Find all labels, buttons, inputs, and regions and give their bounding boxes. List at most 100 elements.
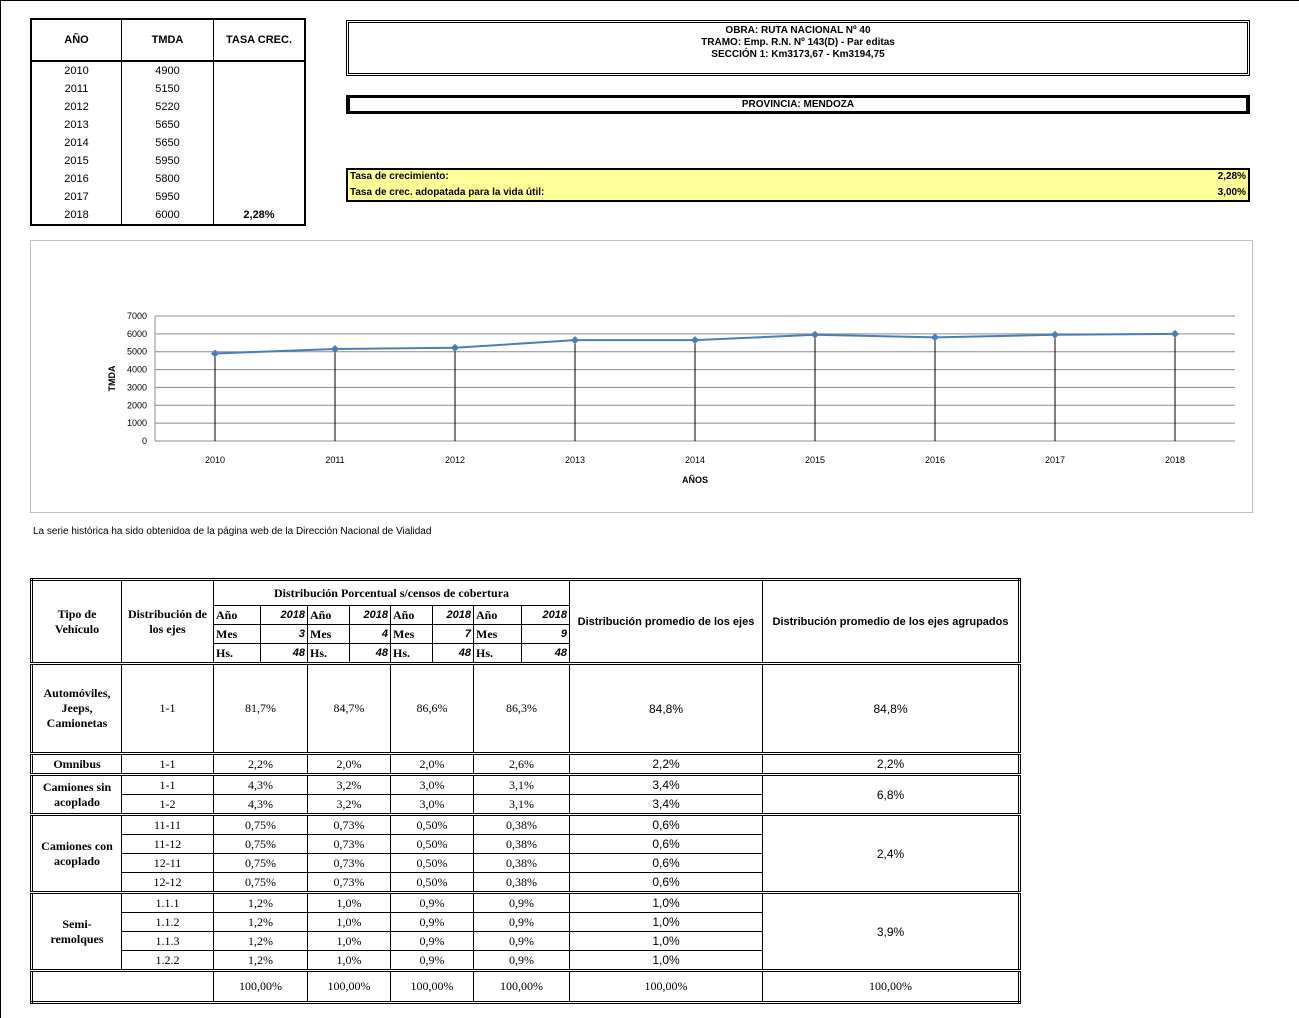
axes: 1-1: [121, 773, 214, 795]
census-pct: 2,0%: [390, 752, 474, 775]
census-value: 7: [432, 624, 474, 644]
tmda-cell: 5650: [122, 116, 214, 134]
census-label: Año: [213, 605, 261, 625]
census-pct: 3,1%: [473, 773, 570, 795]
y-tick-label: 6000: [127, 329, 147, 339]
y-tick-label: 7000: [127, 311, 147, 321]
row: 2017 5950: [32, 188, 304, 206]
census-pct: 84,7%: [307, 662, 391, 754]
rate-cell: [214, 62, 304, 80]
tmda-cell: 5950: [122, 188, 214, 206]
census-value: 48: [260, 643, 308, 664]
row: 2016 5800: [32, 170, 304, 188]
x-tick-label: 2016: [925, 455, 945, 465]
census-label: Mes: [213, 624, 261, 644]
grouped: 6,8%: [762, 773, 1020, 815]
data-row: Camiones con acoplado 11-11 0,75% 0,73% 0,50…: [31, 813, 1020, 893]
census-pct: 86,3%: [473, 662, 570, 754]
year-cell: 2013: [32, 116, 122, 134]
total-row: 100,00% 100,00% 100,00% 100,00% 100,00% 100,0…: [31, 969, 1020, 1003]
total-avg: 100,00%: [569, 969, 763, 1003]
x-axis-title: AÑOS: [682, 475, 708, 485]
rate-cell: [214, 134, 304, 152]
census-pct: 0,75%: [213, 834, 308, 854]
rate-cell: [214, 170, 304, 188]
obra-line: TRAMO: Emp. R.N. Nº 143(D) - Par editas: [701, 37, 895, 48]
census-pct: 0,38%: [473, 853, 570, 873]
axes: 1.1.1: [121, 891, 214, 913]
census-label: Hs.: [473, 643, 522, 664]
axes: 1.2.2: [121, 950, 214, 971]
row: 2010 4900: [32, 62, 304, 80]
data-row: Omnibus 1-1 2,2% 2,0% 2,0% 2,6% 2,2% 2,2%: [31, 752, 1020, 775]
obra-box: OBRA: RUTA NACIONAL Nº 40 TRAMO: Emp. R.N…: [346, 20, 1250, 76]
census-pct: 0,50%: [390, 834, 474, 854]
note: La serie histórica ha sido obtenidoa de …: [33, 526, 432, 537]
year-cell: 2017: [32, 188, 122, 206]
y-tick-label: 5000: [127, 347, 147, 357]
census-pct: 0,50%: [390, 813, 474, 835]
census-label: Año: [307, 605, 350, 625]
avg: 1,0%: [569, 891, 763, 913]
tasa-value: 2,28%: [1217, 171, 1246, 182]
census-pct: 0,38%: [473, 834, 570, 854]
census-pct: 3,1%: [473, 794, 570, 815]
avg: 0,6%: [569, 872, 763, 893]
census-pct: 0,73%: [307, 834, 391, 854]
census-pct: 1,0%: [307, 912, 391, 932]
row: 2013 5650: [32, 116, 304, 134]
data-row: 12-12 0,75% 0,73% 0,50% 0,38% 0,6%: [32, 872, 1020, 893]
obra-line: OBRA: RUTA NACIONAL Nº 40: [725, 25, 871, 36]
total-pct: 100,00%: [213, 969, 308, 1003]
x-tick-label: 2014: [685, 455, 705, 465]
census-pct: 0,73%: [307, 813, 391, 835]
census-label: Año: [473, 605, 522, 625]
census-pct: 1,2%: [213, 931, 308, 951]
census-pct: 0,38%: [473, 813, 570, 835]
census-value: 2018: [432, 605, 474, 625]
census-pct: 1,2%: [213, 891, 308, 913]
vehicle-type: Semi- remolques: [31, 891, 122, 971]
census-pct: 0,75%: [213, 853, 308, 873]
census-pct: 3,0%: [390, 794, 474, 815]
census-pct: 0,50%: [390, 853, 474, 873]
data-row: Automóviles, Jeeps, Camionetas 1-1 81,7% 84…: [31, 662, 1020, 754]
point: [811, 330, 819, 339]
row: 2018 6000 2,28%: [32, 206, 304, 224]
vehicle-type: Omnibus: [31, 752, 122, 775]
avg: 3,4%: [569, 794, 763, 815]
y-tick-label: 2000: [127, 400, 147, 410]
census-row: Mes 3 Mes 4 Mes 7 Mes 9: [32, 624, 1020, 644]
rate-cell: [214, 116, 304, 134]
x-tick-label: 2013: [565, 455, 585, 465]
point: [571, 336, 579, 345]
avg: 84,8%: [569, 662, 763, 754]
y-tick-label: 3000: [127, 382, 147, 392]
avg: 0,6%: [569, 834, 763, 854]
obra-line: SECCIÓN 1: Km3173,67 - Km3194,75: [711, 49, 885, 60]
row: 2011 5150: [32, 80, 304, 98]
row: 2015 5950: [32, 152, 304, 170]
tasa-label: Tasa de crecimiento:: [350, 171, 449, 182]
census-pct: 2,2%: [213, 752, 308, 775]
data-row: Semi- remolques 1.1.1 1,2% 1,0% 0,9% 0,9% 1,0%…: [31, 891, 1020, 971]
tmda-table: AÑO TMDA TASA CREC. 2010 4900 2011 5150 2012 522…: [30, 18, 306, 226]
data-row: 12-11 0,75% 0,73% 0,50% 0,38% 0,6%: [32, 853, 1020, 873]
census-value: 4: [349, 624, 391, 644]
total-pct: 100,00%: [473, 969, 570, 1003]
y-tick-label: 4000: [127, 365, 147, 375]
grouped: 3,9%: [762, 891, 1020, 971]
census-pct: 0,9%: [390, 950, 474, 971]
point: [1051, 330, 1059, 339]
tmda-cell: 6000: [122, 206, 214, 224]
census-pct: 3,0%: [390, 773, 474, 795]
axes: 1-1: [121, 662, 214, 754]
rate-cell: [214, 98, 304, 116]
axes: 1.1.2: [121, 912, 214, 932]
avg: 3,4%: [569, 773, 763, 795]
body: Tipo de Vehículo Distribución de los ejes…: [31, 579, 1020, 1003]
distribution-table: Tipo de Vehículo Distribución de los ejes…: [30, 578, 1021, 1004]
census-label: Año: [390, 605, 433, 625]
census-pct: 0,9%: [390, 912, 474, 932]
header-grouped: Distribución promedio de los ejes agrupa…: [762, 579, 1020, 664]
